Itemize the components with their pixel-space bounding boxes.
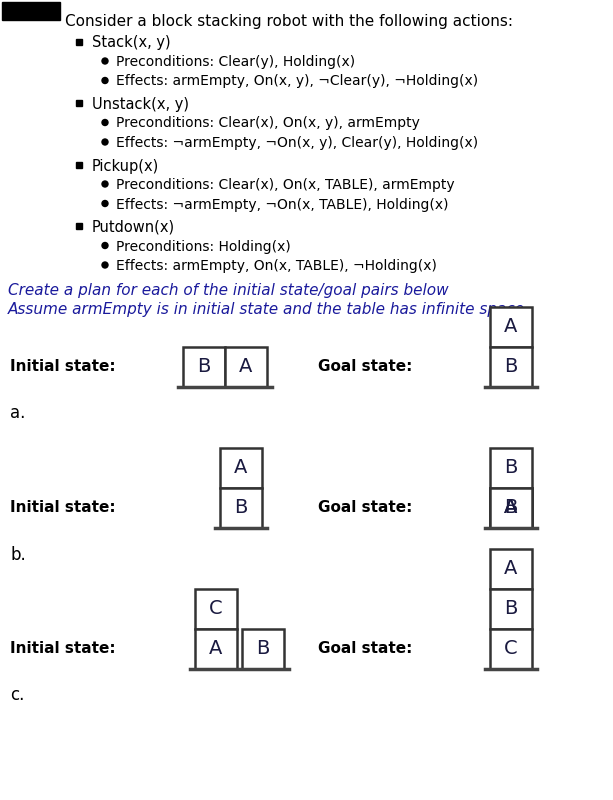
Circle shape (102, 181, 108, 187)
Bar (490, 487, 532, 527)
Bar (490, 487, 532, 527)
Text: A: A (209, 639, 223, 658)
Bar (242, 629, 284, 669)
Bar (225, 346, 267, 386)
Circle shape (102, 78, 108, 83)
Text: Preconditions: Clear(x), On(x, TABLE), armEmpty: Preconditions: Clear(x), On(x, TABLE), a… (116, 178, 455, 192)
Text: Unstack(x, y): Unstack(x, y) (92, 97, 189, 112)
Text: Effects: ¬armEmpty, ¬On(x, y), Clear(y), Holding(x): Effects: ¬armEmpty, ¬On(x, y), Clear(y),… (116, 136, 478, 150)
Bar (76, 162, 82, 167)
Text: B: B (504, 357, 518, 376)
Bar (76, 38, 82, 45)
Bar (195, 629, 237, 669)
Circle shape (102, 201, 108, 206)
Text: Initial state:: Initial state: (10, 500, 116, 515)
Bar (76, 100, 82, 106)
Bar (195, 589, 237, 629)
Bar (220, 487, 262, 527)
Text: C: C (504, 639, 518, 658)
Text: C: C (209, 599, 223, 618)
Bar (183, 346, 225, 386)
Bar (220, 447, 262, 487)
Text: A: A (234, 458, 248, 477)
Text: A: A (504, 317, 518, 336)
Bar (2, 2, 60, 20)
Text: A: A (504, 498, 518, 517)
Circle shape (102, 58, 108, 64)
Bar (490, 629, 532, 669)
Text: Goal state:: Goal state: (318, 641, 413, 656)
Text: Effects: armEmpty, On(x, y), ¬Clear(y), ¬Holding(x): Effects: armEmpty, On(x, y), ¬Clear(y), … (116, 74, 478, 89)
Bar (490, 549, 532, 589)
Bar (490, 589, 532, 629)
Text: Preconditions: Holding(x): Preconditions: Holding(x) (116, 239, 291, 254)
Text: Goal state:: Goal state: (318, 359, 413, 374)
Text: B: B (256, 639, 270, 658)
Text: Effects: armEmpty, On(x, TABLE), ¬Holding(x): Effects: armEmpty, On(x, TABLE), ¬Holdin… (116, 259, 437, 273)
Circle shape (102, 242, 108, 249)
Text: c.: c. (10, 686, 25, 705)
Text: Pickup(x): Pickup(x) (92, 158, 159, 174)
Text: B: B (504, 599, 518, 618)
Text: Preconditions: Clear(y), Holding(x): Preconditions: Clear(y), Holding(x) (116, 55, 355, 69)
Text: Initial state:: Initial state: (10, 359, 116, 374)
Text: B: B (234, 498, 248, 517)
Bar (490, 346, 532, 386)
Text: b.: b. (10, 546, 26, 563)
Text: a.: a. (10, 405, 25, 422)
Text: B: B (504, 458, 518, 477)
Text: Consider a block stacking robot with the following actions:: Consider a block stacking robot with the… (65, 14, 513, 29)
Circle shape (102, 139, 108, 145)
Text: A: A (504, 498, 518, 517)
Bar (76, 223, 82, 229)
Text: A: A (239, 357, 253, 376)
Bar (490, 447, 532, 487)
Text: Initial state:: Initial state: (10, 641, 116, 656)
Bar (490, 487, 532, 527)
Text: Assume armEmpty is in initial state and the table has infinite space: Assume armEmpty is in initial state and … (8, 302, 525, 317)
Text: Preconditions: Clear(x), On(x, y), armEmpty: Preconditions: Clear(x), On(x, y), armEm… (116, 117, 420, 130)
Text: B: B (197, 357, 211, 376)
Text: Stack(x, y): Stack(x, y) (92, 35, 170, 50)
Text: B: B (504, 498, 518, 517)
Text: A: A (504, 559, 518, 578)
Text: Create a plan for each of the initial state/goal pairs below: Create a plan for each of the initial st… (8, 282, 449, 298)
Bar (490, 306, 532, 346)
Circle shape (102, 119, 108, 126)
Text: Effects: ¬armEmpty, ¬On(x, TABLE), Holding(x): Effects: ¬armEmpty, ¬On(x, TABLE), Holdi… (116, 198, 449, 211)
Text: Putdown(x): Putdown(x) (92, 220, 175, 235)
Text: Goal state:: Goal state: (318, 500, 413, 515)
Circle shape (102, 262, 108, 268)
